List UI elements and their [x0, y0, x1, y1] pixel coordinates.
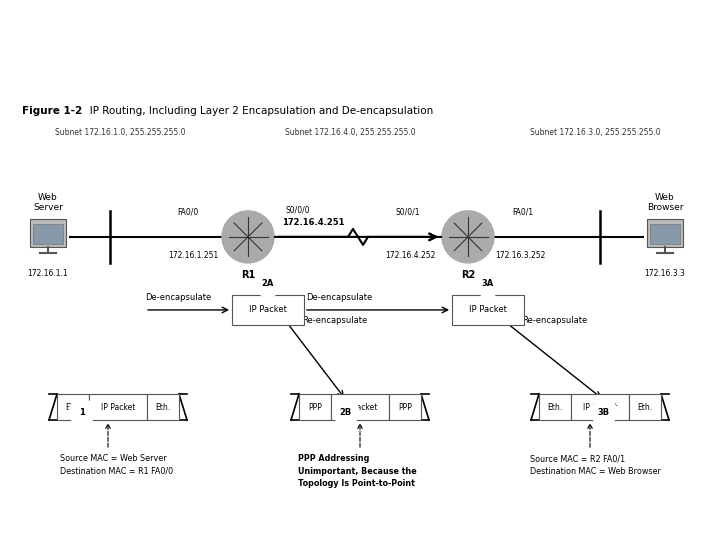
- Text: PPP Addressing
Unimportant, Because the
Topology Is Point-to-Point: PPP Addressing Unimportant, Because the …: [298, 454, 417, 488]
- Text: 172.16.3.252: 172.16.3.252: [495, 251, 545, 260]
- Text: Figure 1-2: Figure 1-2: [22, 106, 82, 116]
- FancyBboxPatch shape: [629, 394, 661, 420]
- FancyBboxPatch shape: [30, 219, 66, 247]
- Text: 172.16.1.1: 172.16.1.1: [27, 269, 68, 278]
- Text: IP Packet: IP Packet: [343, 402, 377, 411]
- Circle shape: [222, 211, 274, 263]
- Text: Source MAC = R2 FA0/1
Destination MAC = Web Browser: Source MAC = R2 FA0/1 Destination MAC = …: [530, 454, 661, 476]
- Text: De-encapsulate: De-encapsulate: [306, 293, 372, 302]
- Text: 2A: 2A: [262, 279, 274, 288]
- Circle shape: [333, 399, 359, 425]
- Text: IP Packet: IP Packet: [582, 402, 617, 411]
- FancyBboxPatch shape: [331, 394, 389, 420]
- Text: 3B: 3B: [598, 408, 610, 416]
- Text: FA0/0: FA0/0: [177, 208, 199, 217]
- Text: Router and OSI model: Router and OSI model: [40, 39, 374, 68]
- Text: Eth.: Eth.: [547, 402, 562, 411]
- FancyBboxPatch shape: [299, 394, 331, 420]
- FancyBboxPatch shape: [647, 219, 683, 247]
- Text: 1: 1: [79, 408, 85, 416]
- Text: R1: R1: [241, 270, 255, 280]
- Text: 3A: 3A: [482, 279, 494, 288]
- Circle shape: [591, 399, 617, 425]
- Text: Subnet 172.16.3.0, 255.255.255.0: Subnet 172.16.3.0, 255.255.255.0: [530, 128, 661, 137]
- Circle shape: [255, 271, 281, 297]
- Text: Web
Browser: Web Browser: [647, 193, 683, 212]
- Text: Eth.: Eth.: [66, 402, 81, 411]
- Text: IP Packet: IP Packet: [469, 306, 507, 314]
- FancyBboxPatch shape: [232, 295, 304, 325]
- Text: IP Routing, Including Layer 2 Encapsulation and De-encapsulation: IP Routing, Including Layer 2 Encapsulat…: [80, 106, 433, 116]
- Text: Re-encapsulate: Re-encapsulate: [522, 316, 588, 325]
- Text: 172.16.4.251: 172.16.4.251: [282, 218, 344, 227]
- FancyBboxPatch shape: [571, 394, 629, 420]
- Text: IP Packet: IP Packet: [249, 306, 287, 314]
- Text: 2B: 2B: [340, 408, 352, 416]
- Text: 172.16.4.252: 172.16.4.252: [384, 251, 435, 260]
- FancyBboxPatch shape: [89, 394, 147, 420]
- FancyBboxPatch shape: [452, 295, 524, 325]
- Text: S0/0/0: S0/0/0: [286, 206, 310, 215]
- Circle shape: [475, 271, 501, 297]
- Text: IP Packet: IP Packet: [101, 402, 135, 411]
- Text: Eth.: Eth.: [637, 402, 652, 411]
- Text: Re-encapsulate: Re-encapsulate: [302, 316, 367, 325]
- Text: Web
Server: Web Server: [33, 193, 63, 212]
- Circle shape: [442, 211, 494, 263]
- FancyBboxPatch shape: [389, 394, 421, 420]
- Text: Eth.: Eth.: [156, 402, 171, 411]
- Text: Subnet 172.16.1.0, 255.255.255.0: Subnet 172.16.1.0, 255.255.255.0: [55, 128, 186, 137]
- Text: 172.16.3.3: 172.16.3.3: [644, 269, 685, 278]
- Text: Subnet 172.16.4.0, 255.255.255.0: Subnet 172.16.4.0, 255.255.255.0: [285, 128, 415, 137]
- Text: S0/0/1: S0/0/1: [396, 208, 420, 217]
- Text: PPP: PPP: [398, 402, 412, 411]
- FancyBboxPatch shape: [147, 394, 179, 420]
- Text: 172.16.1.251: 172.16.1.251: [168, 251, 218, 260]
- FancyBboxPatch shape: [650, 224, 680, 244]
- Circle shape: [69, 399, 95, 425]
- FancyBboxPatch shape: [539, 394, 571, 420]
- Text: R2: R2: [461, 270, 475, 280]
- Text: Source MAC = Web Server
Destination MAC = R1 FA0/0: Source MAC = Web Server Destination MAC …: [60, 454, 173, 476]
- FancyBboxPatch shape: [33, 224, 63, 244]
- Text: De-encapsulate: De-encapsulate: [145, 293, 211, 302]
- FancyBboxPatch shape: [57, 394, 89, 420]
- Text: PPP: PPP: [308, 402, 322, 411]
- Text: FA0/1: FA0/1: [513, 208, 534, 217]
